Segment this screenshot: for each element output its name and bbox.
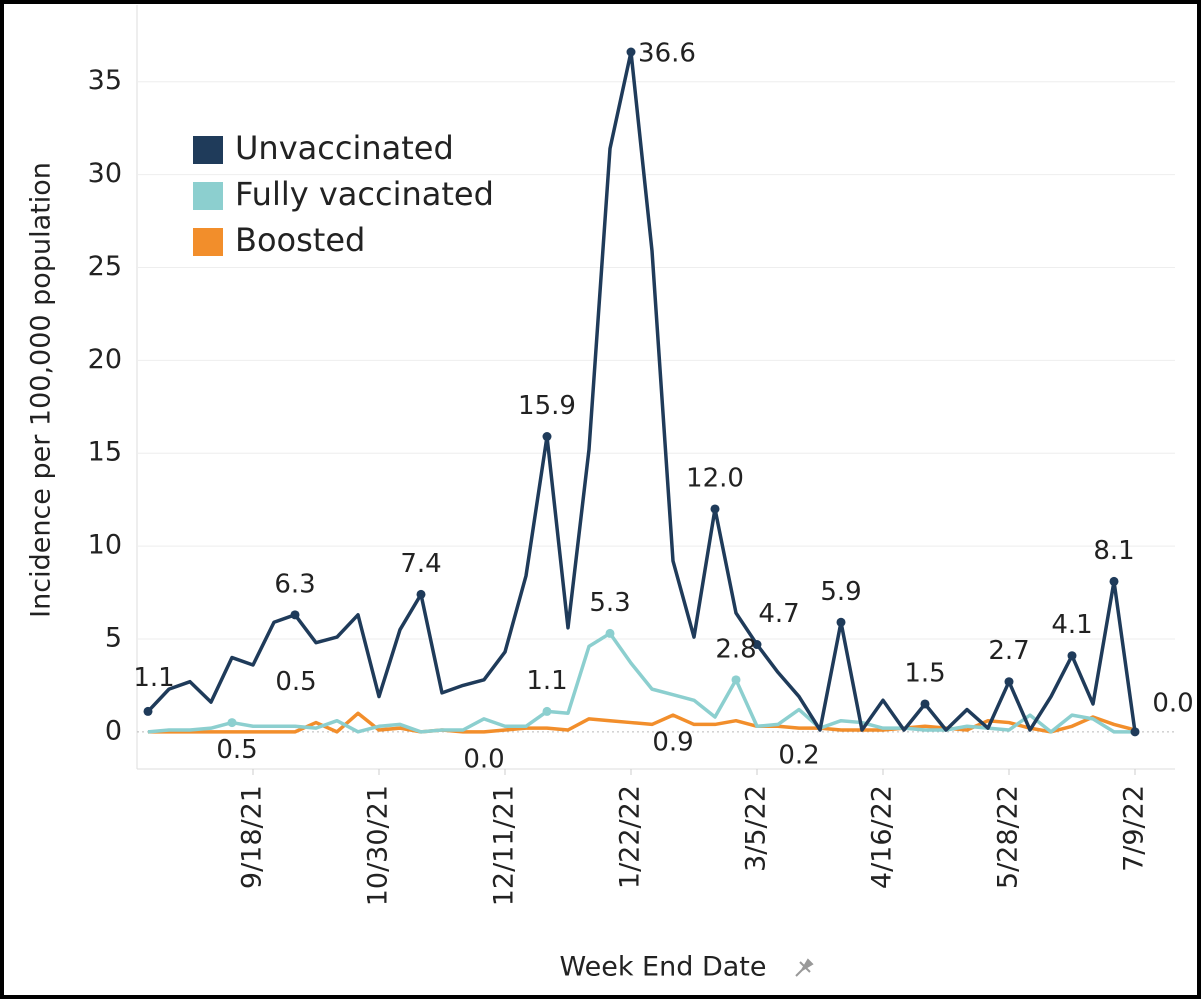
- x-tick-label: 10/30/21: [363, 785, 394, 906]
- y-tick-label: 15: [88, 437, 122, 468]
- x-tick-label: 1/22/22: [615, 785, 646, 889]
- point-marker: [1109, 576, 1119, 586]
- series-line: [148, 711, 1136, 734]
- x-axis-title: Week End Date: [560, 952, 767, 983]
- data-label: 0.0: [1152, 688, 1193, 718]
- legend-swatch: [193, 228, 223, 256]
- x-tick-label: 9/18/21: [237, 785, 268, 889]
- data-label: 2.7: [988, 636, 1029, 666]
- pin-icon: [795, 958, 814, 977]
- point-marker: [290, 610, 300, 620]
- legend-swatch: [193, 182, 223, 210]
- y-tick-label: 10: [88, 530, 122, 561]
- y-tick-label: 5: [105, 622, 122, 653]
- point-marker: [920, 699, 930, 709]
- data-label: 4.7: [758, 599, 799, 629]
- x-tick-label: 4/16/22: [867, 785, 898, 889]
- data-label: 6.3: [274, 569, 315, 599]
- point-marker: [731, 675, 741, 685]
- data-label: 36.6: [638, 39, 696, 69]
- legend-label: Unvaccinated: [235, 129, 454, 167]
- data-label: 15.9: [518, 391, 576, 421]
- x-tick-label: 12/11/21: [489, 785, 520, 906]
- data-label: 7.4: [400, 549, 441, 579]
- legend-swatch: [193, 136, 223, 164]
- data-label: 0.2: [778, 741, 819, 771]
- point-marker: [605, 628, 615, 638]
- legend-label: Fully vaccinated: [235, 175, 494, 213]
- data-label: 4.1: [1051, 610, 1092, 640]
- point-marker: [752, 640, 762, 650]
- point-marker: [416, 589, 426, 599]
- data-label: 1.1: [133, 663, 174, 693]
- point-marker: [1067, 651, 1077, 661]
- data-label: 5.9: [820, 577, 861, 607]
- data-label: 5.3: [589, 588, 630, 618]
- point-marker: [143, 706, 153, 716]
- data-label: 2.8: [715, 634, 756, 664]
- y-tick-label: 20: [88, 344, 122, 375]
- y-tick-label: 25: [88, 251, 122, 282]
- y-tick-label: 35: [88, 65, 122, 96]
- series-line: [146, 50, 1137, 733]
- x-tick-label: 7/9/22: [1119, 785, 1150, 872]
- series-line: [147, 631, 1135, 734]
- x-tick-label: 5/28/22: [993, 785, 1024, 889]
- point-marker: [836, 617, 846, 627]
- data-label: 0.5: [216, 735, 257, 765]
- data-label: 0.5: [275, 667, 316, 697]
- y-tick-label: 30: [88, 158, 122, 189]
- data-label: 1.5: [904, 658, 945, 688]
- y-axis-title: Incidence per 100,000 population: [26, 162, 57, 618]
- data-label: 0.9: [652, 728, 693, 758]
- data-label: 12.0: [686, 463, 744, 493]
- point-marker: [542, 432, 552, 442]
- legend-label: Boosted: [235, 221, 365, 259]
- point-marker: [1130, 727, 1140, 737]
- point-marker: [1004, 677, 1014, 687]
- x-tick-label: 3/5/22: [741, 785, 772, 872]
- point-marker: [710, 504, 720, 514]
- y-tick-label: 0: [105, 715, 122, 746]
- data-label: 8.1: [1093, 536, 1134, 566]
- point-marker: [227, 718, 237, 728]
- point-marker: [626, 47, 636, 57]
- point-marker: [542, 706, 552, 716]
- data-label: 0.0: [463, 744, 504, 774]
- data-label: 1.1: [526, 666, 567, 696]
